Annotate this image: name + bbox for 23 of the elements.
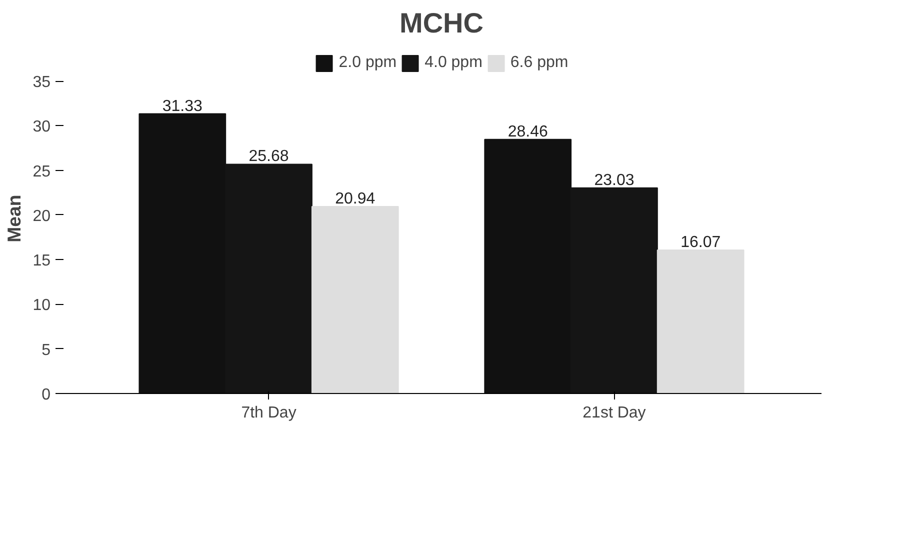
data-label: 23.03 [594,172,634,189]
data-label: 31.33 [162,98,203,115]
y-tick-label: 30 [32,118,51,136]
y-tick-label: 10 [32,297,51,314]
y-tick-label: 20 [32,208,51,225]
data-label: 28.46 [508,123,548,140]
x-tick-label: 21st Day [582,404,646,422]
chart-title: MCHC [400,8,484,38]
data-label: 16.07 [680,234,721,252]
bar [311,206,399,394]
y-tick-label: 15 [32,252,51,270]
legend-label: 4.0 ppm [424,54,482,72]
data-label: 25.68 [248,148,289,166]
legend-label: 2.0 ppm [338,54,397,72]
bar [656,250,744,394]
legend-label: 6.6 ppm [510,54,568,72]
y-tick-label: 25 [32,163,51,180]
y-tick-label: 5 [42,342,51,359]
y-axis-title: Mean [4,194,25,242]
x-tick-label: 7th Day [241,404,296,422]
y-tick-label: 35 [32,74,51,91]
data-label: 20.94 [335,190,376,208]
y-tick-label: 0 [42,386,51,404]
